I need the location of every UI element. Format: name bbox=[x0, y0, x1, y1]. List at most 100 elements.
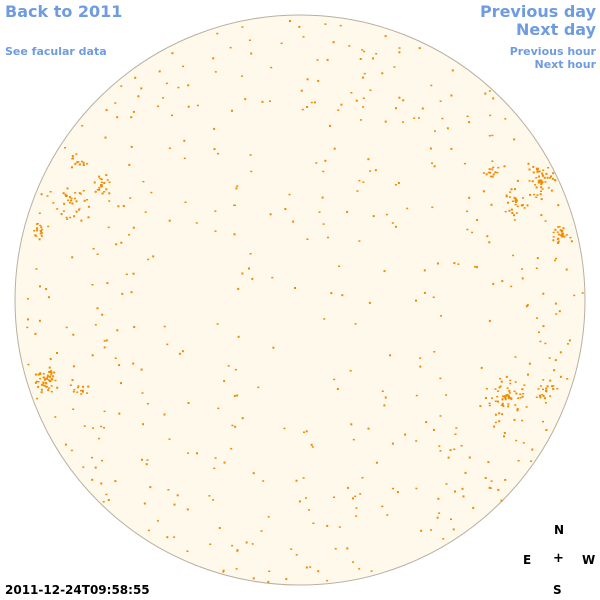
facula-point bbox=[269, 213, 272, 216]
facula-point bbox=[537, 180, 540, 182]
facula-point bbox=[389, 354, 392, 357]
facula-point bbox=[554, 259, 556, 262]
facula-point bbox=[144, 211, 147, 213]
facula-point bbox=[125, 273, 128, 276]
facula-point bbox=[231, 424, 234, 427]
facula-point bbox=[168, 219, 171, 222]
facula-point bbox=[523, 384, 526, 386]
facula-point bbox=[272, 346, 275, 349]
previous-day-link[interactable]: Previous day bbox=[479, 2, 596, 21]
facula-point bbox=[362, 106, 365, 108]
facula-point bbox=[236, 549, 239, 552]
facula-point bbox=[37, 381, 40, 383]
facula-point bbox=[484, 477, 487, 479]
facula-point bbox=[556, 231, 559, 233]
facula-point bbox=[128, 234, 131, 236]
facula-point bbox=[525, 305, 528, 308]
facula-point bbox=[39, 373, 42, 375]
facula-point bbox=[468, 196, 471, 199]
facula-point bbox=[491, 175, 494, 178]
facula-point bbox=[534, 184, 537, 186]
facula-point bbox=[49, 375, 51, 378]
facula-point bbox=[508, 209, 511, 212]
facula-point bbox=[222, 569, 225, 572]
facula-point bbox=[514, 197, 517, 200]
facula-point bbox=[385, 213, 388, 216]
facula-point bbox=[573, 294, 576, 297]
facula-point bbox=[105, 174, 108, 177]
facula-point bbox=[490, 480, 493, 482]
previous-hour-link[interactable]: Previous hour bbox=[509, 45, 596, 58]
see-facular-data-link[interactable]: See facular data bbox=[5, 45, 107, 58]
facula-point bbox=[542, 292, 545, 295]
facula-point bbox=[527, 162, 530, 165]
facula-point bbox=[301, 108, 304, 111]
facula-point bbox=[536, 257, 539, 260]
facula-point bbox=[497, 390, 500, 392]
facula-point bbox=[145, 463, 148, 466]
facula-point bbox=[103, 182, 106, 184]
facula-point bbox=[34, 381, 37, 384]
facula-point bbox=[66, 218, 69, 220]
facula-point bbox=[146, 403, 149, 405]
facula-point bbox=[392, 487, 394, 490]
facula-point bbox=[514, 404, 517, 406]
back-to-year-link[interactable]: Back to 2011 bbox=[5, 2, 123, 21]
facula-point bbox=[70, 197, 73, 200]
facula-point bbox=[310, 101, 313, 104]
facula-point bbox=[37, 385, 40, 388]
facula-point bbox=[70, 199, 73, 202]
facula-point bbox=[165, 82, 168, 85]
facula-point bbox=[171, 114, 173, 117]
facula-point bbox=[383, 270, 386, 273]
facula-point bbox=[535, 267, 538, 269]
facula-point bbox=[302, 477, 305, 479]
facula-point bbox=[317, 79, 320, 82]
facula-point bbox=[562, 232, 565, 235]
facula-point bbox=[381, 505, 384, 508]
facula-point bbox=[308, 509, 311, 511]
facula-point bbox=[445, 483, 448, 485]
facula-point bbox=[141, 458, 143, 461]
facula-point bbox=[87, 205, 90, 208]
facula-point bbox=[476, 219, 479, 221]
facula-point bbox=[539, 394, 541, 397]
facula-point bbox=[108, 200, 111, 202]
facula-point bbox=[38, 319, 41, 322]
facula-point bbox=[330, 292, 333, 295]
facula-point bbox=[157, 520, 159, 522]
facula-point bbox=[554, 179, 557, 181]
facula-point bbox=[398, 96, 401, 99]
facula-point bbox=[531, 448, 534, 451]
facula-point bbox=[461, 487, 464, 490]
facula-point bbox=[557, 240, 560, 243]
facula-point bbox=[81, 125, 84, 127]
facula-point bbox=[47, 387, 50, 389]
facula-point bbox=[92, 427, 95, 429]
facula-point bbox=[234, 425, 237, 428]
facula-point bbox=[68, 196, 71, 199]
facula-point bbox=[100, 482, 103, 485]
facula-point bbox=[454, 490, 456, 493]
facula-point bbox=[464, 471, 467, 474]
facula-point bbox=[384, 396, 387, 399]
facula-point bbox=[248, 267, 250, 270]
facula-point bbox=[489, 487, 492, 489]
facula-point bbox=[289, 20, 291, 22]
facula-point bbox=[140, 368, 143, 371]
facula-point bbox=[508, 196, 511, 198]
facula-point bbox=[510, 188, 513, 191]
facula-point bbox=[558, 310, 561, 313]
next-day-link[interactable]: Next day bbox=[516, 20, 596, 39]
facula-point bbox=[213, 467, 216, 470]
facula-point bbox=[352, 497, 354, 500]
next-hour-link[interactable]: Next hour bbox=[534, 58, 597, 71]
facula-point bbox=[38, 238, 41, 241]
facula-point bbox=[544, 220, 547, 222]
facula-point bbox=[545, 172, 548, 175]
facula-point bbox=[491, 397, 493, 399]
facula-point bbox=[35, 223, 38, 225]
facula-point bbox=[543, 176, 546, 179]
facula-point bbox=[522, 393, 525, 395]
facula-point bbox=[556, 387, 559, 390]
